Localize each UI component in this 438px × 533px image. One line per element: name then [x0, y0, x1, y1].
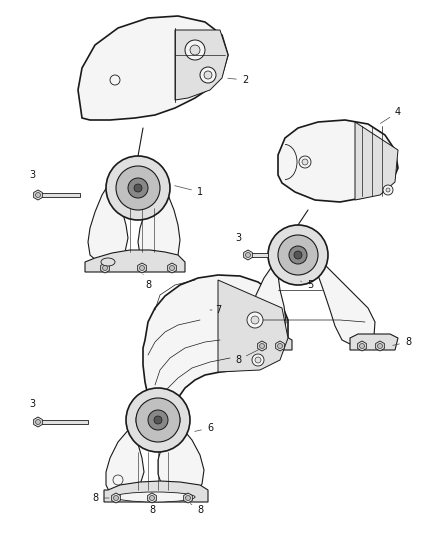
Polygon shape: [276, 341, 284, 351]
Polygon shape: [244, 250, 252, 260]
Polygon shape: [38, 420, 88, 424]
Circle shape: [126, 388, 190, 452]
Polygon shape: [248, 253, 268, 257]
Polygon shape: [88, 182, 128, 265]
Circle shape: [252, 354, 264, 366]
Circle shape: [110, 75, 120, 85]
Circle shape: [35, 419, 40, 424]
Ellipse shape: [136, 401, 180, 439]
Polygon shape: [158, 428, 204, 497]
Text: 8: 8: [235, 349, 260, 365]
Text: 8: 8: [92, 493, 109, 503]
Polygon shape: [350, 334, 398, 350]
Text: 8: 8: [393, 337, 411, 347]
Text: 8: 8: [143, 274, 151, 290]
Circle shape: [139, 265, 145, 271]
Circle shape: [113, 496, 119, 500]
Circle shape: [255, 357, 261, 363]
Polygon shape: [355, 122, 398, 200]
Circle shape: [136, 398, 180, 442]
Circle shape: [247, 312, 263, 328]
Polygon shape: [184, 493, 192, 503]
Text: 3: 3: [29, 399, 35, 409]
Circle shape: [185, 40, 205, 60]
Text: 8: 8: [190, 504, 203, 515]
Ellipse shape: [101, 258, 115, 266]
Circle shape: [148, 410, 168, 430]
Polygon shape: [104, 481, 208, 502]
Circle shape: [106, 156, 170, 220]
Circle shape: [259, 343, 265, 349]
Circle shape: [128, 178, 148, 198]
Polygon shape: [38, 193, 80, 197]
Circle shape: [200, 67, 216, 83]
Polygon shape: [85, 250, 185, 272]
Circle shape: [289, 246, 307, 264]
Text: 1: 1: [175, 185, 203, 197]
Text: 7: 7: [210, 305, 221, 315]
Circle shape: [251, 316, 259, 324]
Polygon shape: [358, 341, 366, 351]
Circle shape: [190, 45, 200, 55]
Circle shape: [299, 156, 311, 168]
Circle shape: [154, 416, 162, 424]
Text: 2: 2: [228, 75, 248, 85]
Circle shape: [378, 343, 382, 349]
Polygon shape: [148, 493, 156, 503]
Circle shape: [278, 343, 283, 349]
Circle shape: [383, 185, 393, 195]
Circle shape: [294, 251, 302, 259]
Circle shape: [246, 253, 251, 257]
Circle shape: [278, 235, 318, 275]
Polygon shape: [78, 16, 228, 120]
Polygon shape: [218, 280, 288, 372]
Polygon shape: [34, 417, 42, 427]
Polygon shape: [138, 185, 180, 268]
Circle shape: [116, 166, 160, 210]
Text: 8: 8: [149, 502, 155, 515]
Polygon shape: [278, 120, 398, 202]
Circle shape: [134, 184, 142, 192]
Polygon shape: [112, 493, 120, 503]
Circle shape: [302, 159, 308, 165]
Circle shape: [35, 192, 40, 198]
Polygon shape: [258, 341, 266, 351]
Polygon shape: [106, 428, 144, 497]
Text: 4: 4: [380, 107, 401, 124]
Polygon shape: [175, 30, 228, 100]
Polygon shape: [245, 336, 292, 350]
Ellipse shape: [115, 492, 195, 502]
Circle shape: [102, 265, 107, 271]
Polygon shape: [250, 262, 286, 346]
Text: 3: 3: [235, 233, 241, 243]
Polygon shape: [376, 341, 384, 351]
Polygon shape: [101, 263, 110, 273]
Polygon shape: [168, 263, 177, 273]
Circle shape: [113, 475, 123, 485]
Polygon shape: [34, 190, 42, 200]
Circle shape: [170, 265, 174, 271]
Circle shape: [268, 225, 328, 285]
Text: 6: 6: [195, 423, 213, 433]
Circle shape: [386, 188, 390, 192]
Polygon shape: [138, 263, 146, 273]
Circle shape: [149, 496, 155, 500]
Polygon shape: [143, 275, 288, 410]
Text: 3: 3: [29, 170, 35, 180]
Circle shape: [186, 496, 191, 500]
Polygon shape: [316, 260, 375, 346]
Circle shape: [360, 343, 364, 349]
Ellipse shape: [117, 170, 159, 206]
Circle shape: [204, 71, 212, 79]
Text: 5: 5: [300, 280, 313, 290]
